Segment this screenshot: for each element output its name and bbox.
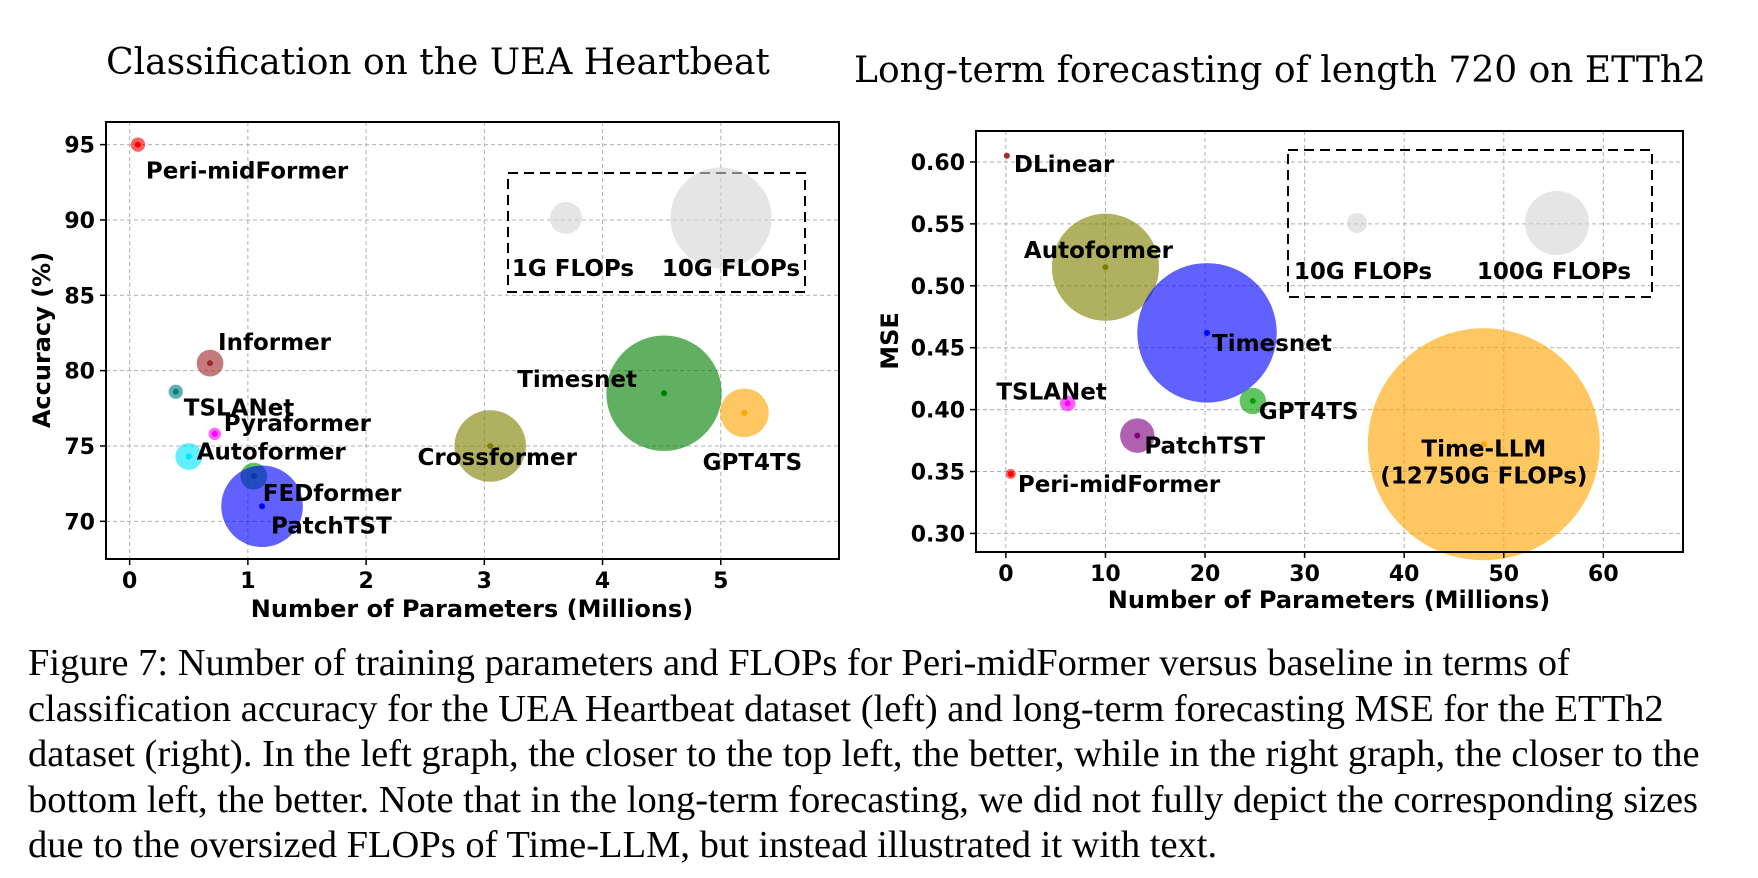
figure: Classification on the UEA Heartbeat 1G F… xyxy=(0,0,1758,640)
x-tick-label: 20 xyxy=(1190,562,1221,587)
y-tick-label: 0.50 xyxy=(911,275,965,300)
legend-label: 1G FLOPs xyxy=(512,256,634,282)
x-tick-label: 5 xyxy=(713,569,728,594)
legend-bubble xyxy=(550,202,582,234)
x-axis-label: Number of Parameters (Millions) xyxy=(251,595,693,623)
point-patchtst xyxy=(1134,433,1140,439)
x-tick-label: 4 xyxy=(595,569,610,594)
label-informer: Informer xyxy=(218,330,332,356)
x-axis-label: Number of Parameters (Millions) xyxy=(1108,586,1550,614)
label-fedformer: FEDformer xyxy=(263,481,402,507)
label-crossformer: Crossformer xyxy=(417,445,577,471)
point-timesnet xyxy=(661,390,667,396)
label-peri-midformer: Peri-midFormer xyxy=(1018,472,1221,498)
legend-label: 10G FLOPs xyxy=(662,256,800,282)
x-tick-label: 2 xyxy=(358,569,373,594)
point-peri-midformer xyxy=(135,142,141,148)
y-tick-label: 0.60 xyxy=(911,151,965,176)
y-tick-label: 0.30 xyxy=(911,522,965,547)
heartbeat-chart: Classification on the UEA Heartbeat 1G F… xyxy=(28,42,839,623)
x-tick-label: 10 xyxy=(1090,562,1121,587)
figure-caption: Figure 7: Number of training parameters … xyxy=(28,641,1738,869)
legend-bubble xyxy=(670,167,771,268)
point-peri-midformer xyxy=(1008,471,1014,477)
x-tick-label: 40 xyxy=(1389,562,1420,587)
y-tick-label: 75 xyxy=(64,435,95,460)
point-autoformer xyxy=(1102,264,1108,270)
label-gpt4ts: GPT4TS xyxy=(1259,399,1359,425)
y-tick-label: 95 xyxy=(64,134,95,159)
x-tick-label: 50 xyxy=(1488,562,1519,587)
label-peri-midformer: Peri-midFormer xyxy=(146,159,349,185)
y-tick-label: 80 xyxy=(64,360,95,385)
label-patchtst: PatchTST xyxy=(271,513,392,539)
label-gpt4ts: GPT4TS xyxy=(703,450,803,476)
point-gpt4ts xyxy=(741,410,747,416)
x-tick-label: 0 xyxy=(998,562,1013,587)
label-tslanet: TSLANet xyxy=(996,379,1107,405)
chart-title: Classification on the UEA Heartbeat xyxy=(106,42,770,83)
y-tick-label: 85 xyxy=(64,284,95,309)
point-pyraformer xyxy=(212,431,218,437)
etth2-chart: Long-term forecasting of length 720 on E… xyxy=(854,50,1706,614)
point-tslanet xyxy=(173,389,179,395)
y-tick-label: 0.45 xyxy=(911,337,965,362)
label-autoformer: Autoformer xyxy=(1024,238,1174,264)
point-gpt4ts xyxy=(1250,398,1256,404)
annotation-time-llm: (12750G FLOPs) xyxy=(1380,463,1587,489)
y-tick-label: 90 xyxy=(64,209,95,234)
point-timesnet xyxy=(1204,330,1210,336)
label-pyraformer: Pyraformer xyxy=(224,411,372,437)
legend-label: 10G FLOPs xyxy=(1294,259,1432,285)
y-tick-label: 0.35 xyxy=(911,461,965,486)
label-patchtst: PatchTST xyxy=(1144,434,1265,460)
y-axis-label: MSE xyxy=(876,312,904,370)
legend: 1G FLOPs 10G FLOPs xyxy=(508,167,805,292)
chart-title: Long-term forecasting of length 720 on E… xyxy=(854,50,1706,91)
y-tick-label: 70 xyxy=(64,510,95,535)
legend-label: 100G FLOPs xyxy=(1477,259,1631,285)
x-tick-label: 1 xyxy=(240,569,255,594)
label-autoformer: Autoformer xyxy=(197,440,347,466)
y-tick-label: 0.40 xyxy=(911,399,965,424)
point-autoformer xyxy=(186,454,192,460)
point-informer xyxy=(207,360,213,366)
label-timesnet: Timesnet xyxy=(1212,331,1332,357)
label-timesnet: Timesnet xyxy=(517,367,637,393)
x-tick-label: 60 xyxy=(1588,562,1619,587)
legend-bubble xyxy=(1525,191,1589,255)
point-dlinear xyxy=(1004,153,1010,159)
point-labels: DLinear Autoformer Timesnet TSLANet GPT4TS Pa… xyxy=(996,152,1587,498)
y-tick-label: 0.55 xyxy=(911,213,965,238)
x-tick-label: 30 xyxy=(1289,562,1320,587)
label-time-llm: Time-LLM xyxy=(1421,436,1546,462)
x-tick-label: 0 xyxy=(122,569,137,594)
legend-bubble xyxy=(1347,213,1367,233)
label-dlinear: DLinear xyxy=(1014,152,1115,178)
y-axis-label: Accuracy (%) xyxy=(28,252,56,428)
x-tick-label: 3 xyxy=(477,569,492,594)
